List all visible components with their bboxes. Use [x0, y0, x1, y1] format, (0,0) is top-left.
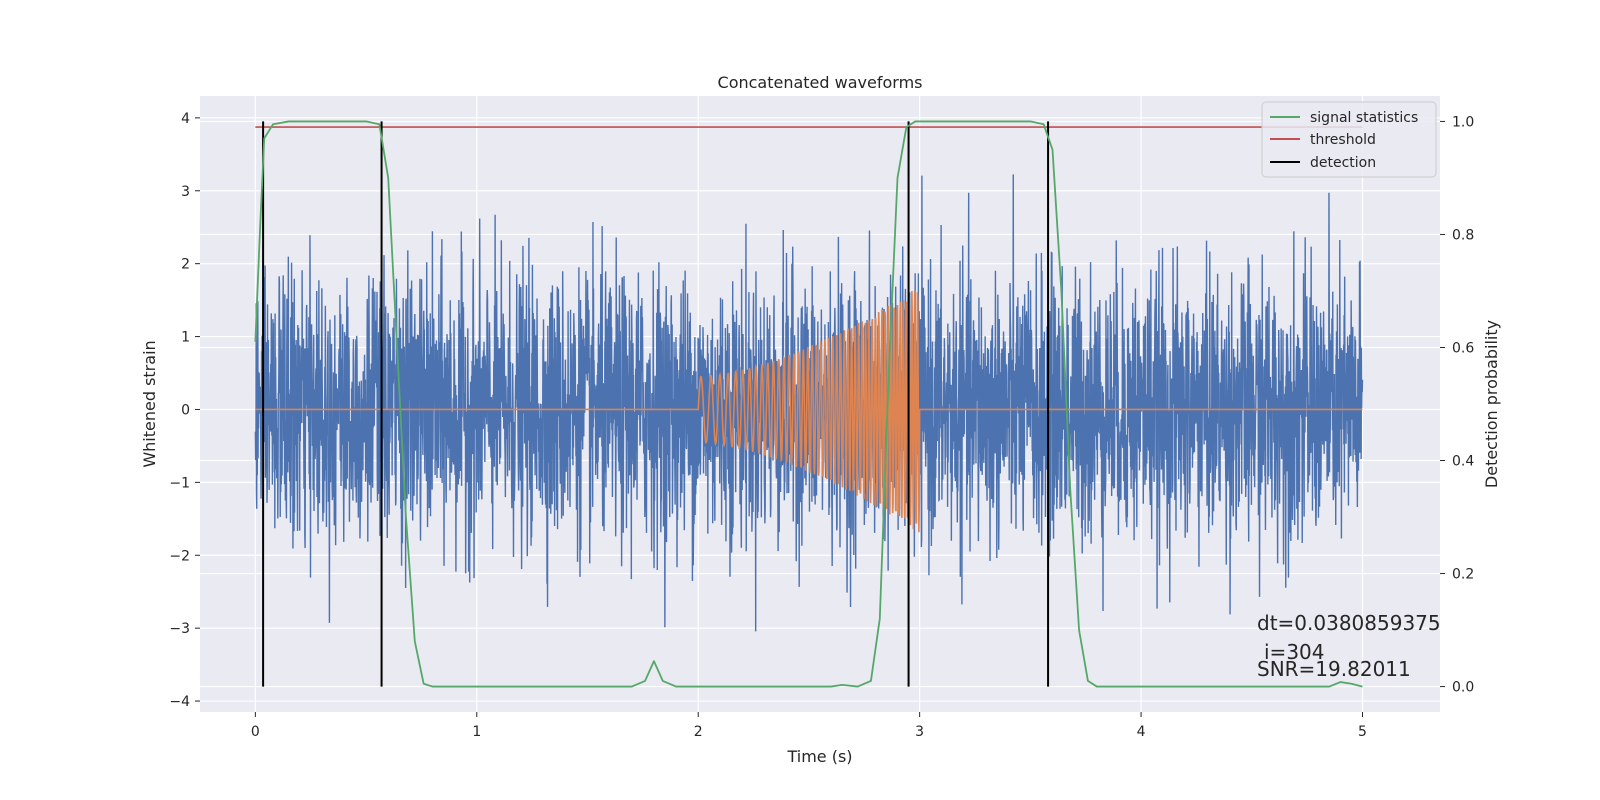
y-tick-label: −3: [169, 621, 190, 637]
y-tick-label: 0: [181, 402, 190, 418]
legend-label-detection: detection: [1310, 155, 1376, 171]
ticks: 0 1 2 3 4 5 −4 −3 −2 −1 0 1 2 3 4 0.0 0.2 0.4 0.6 0.8 1.0: [169, 111, 1474, 740]
data-layer: [254, 120, 1364, 688]
legend: signal statistics threshold detection: [1261, 101, 1437, 178]
y-tick-label: 1: [181, 330, 190, 346]
y2-tick-label: 0.0: [1452, 680, 1474, 696]
annotation-index: i=304: [1264, 640, 1325, 664]
y-tick-label: 3: [181, 184, 190, 200]
legend-label-threshold: threshold: [1310, 132, 1376, 148]
x-axis-label: Time (s): [786, 747, 852, 766]
annotation-snr: SNR=19.82011: [1257, 657, 1411, 681]
annotation-dt: dt=0.0380859375: [1257, 611, 1441, 635]
y2-tick-label: 1.0: [1452, 114, 1474, 130]
x-tick-label: 5: [1358, 724, 1367, 740]
y-tick-label: −2: [169, 548, 190, 564]
x-tick-label: 1: [472, 724, 481, 740]
y-tick-label: −1: [169, 475, 190, 491]
y-axis-label: Whitened strain: [140, 340, 159, 467]
legend-label-signal-statistics: signal statistics: [1310, 110, 1418, 126]
y-tick-label: −4: [169, 694, 190, 710]
series-signal-statistics: [254, 120, 1363, 688]
y-tick-label: 2: [181, 257, 190, 273]
x-tick-label: 3: [915, 724, 924, 740]
y2-tick-label: 0.8: [1452, 227, 1474, 243]
x-tick-label: 0: [251, 724, 260, 740]
x-tick-label: 2: [694, 724, 703, 740]
chart-title: Concatenated waveforms: [718, 73, 923, 92]
y2-tick-label: 0.6: [1452, 340, 1474, 356]
x-tick-label: 4: [1137, 724, 1146, 740]
series-injected-signal: [255, 290, 1363, 533]
y2-axis-label: Detection probability: [1482, 320, 1501, 488]
y2-tick-label: 0.4: [1452, 454, 1474, 470]
legend-frame: [1261, 101, 1437, 178]
y2-tick-label: 0.2: [1452, 567, 1474, 583]
y-tick-label: 4: [181, 111, 190, 127]
